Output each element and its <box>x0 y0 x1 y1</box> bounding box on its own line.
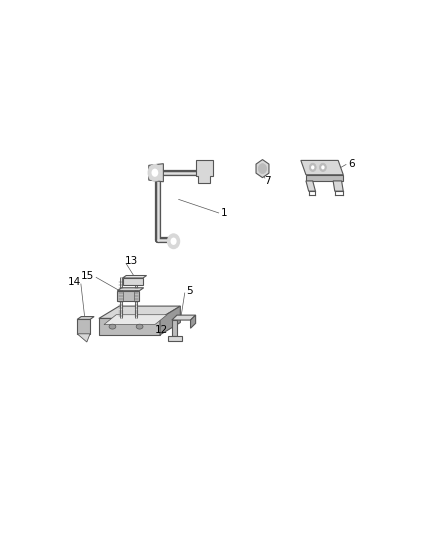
Polygon shape <box>99 306 180 318</box>
Circle shape <box>148 165 162 181</box>
Text: 7: 7 <box>264 176 271 187</box>
Polygon shape <box>123 276 147 278</box>
Polygon shape <box>306 181 315 191</box>
Circle shape <box>311 165 314 169</box>
Circle shape <box>258 164 267 174</box>
Polygon shape <box>301 160 343 175</box>
Polygon shape <box>191 315 196 328</box>
Polygon shape <box>160 306 180 335</box>
Text: 1: 1 <box>221 208 228 218</box>
Polygon shape <box>123 278 143 285</box>
Polygon shape <box>306 175 343 181</box>
Polygon shape <box>99 318 160 335</box>
Polygon shape <box>77 317 94 319</box>
Polygon shape <box>77 334 90 342</box>
Text: 15: 15 <box>81 271 94 281</box>
Ellipse shape <box>109 324 116 329</box>
Circle shape <box>320 163 326 172</box>
Polygon shape <box>77 319 90 334</box>
Polygon shape <box>169 336 182 342</box>
Text: 12: 12 <box>155 325 168 335</box>
Text: 5: 5 <box>187 286 193 295</box>
Circle shape <box>309 163 316 172</box>
Circle shape <box>170 238 177 245</box>
Text: 6: 6 <box>349 159 355 168</box>
Polygon shape <box>117 290 139 301</box>
Polygon shape <box>104 314 167 325</box>
Circle shape <box>152 168 158 177</box>
Polygon shape <box>333 181 343 191</box>
Polygon shape <box>172 320 177 336</box>
Polygon shape <box>256 159 269 177</box>
Circle shape <box>321 165 325 169</box>
Polygon shape <box>149 164 163 182</box>
Ellipse shape <box>136 324 143 329</box>
Polygon shape <box>196 160 212 183</box>
Polygon shape <box>172 315 196 320</box>
Polygon shape <box>117 288 144 290</box>
Text: 13: 13 <box>125 256 138 266</box>
Text: 14: 14 <box>68 277 81 287</box>
Circle shape <box>167 234 180 248</box>
